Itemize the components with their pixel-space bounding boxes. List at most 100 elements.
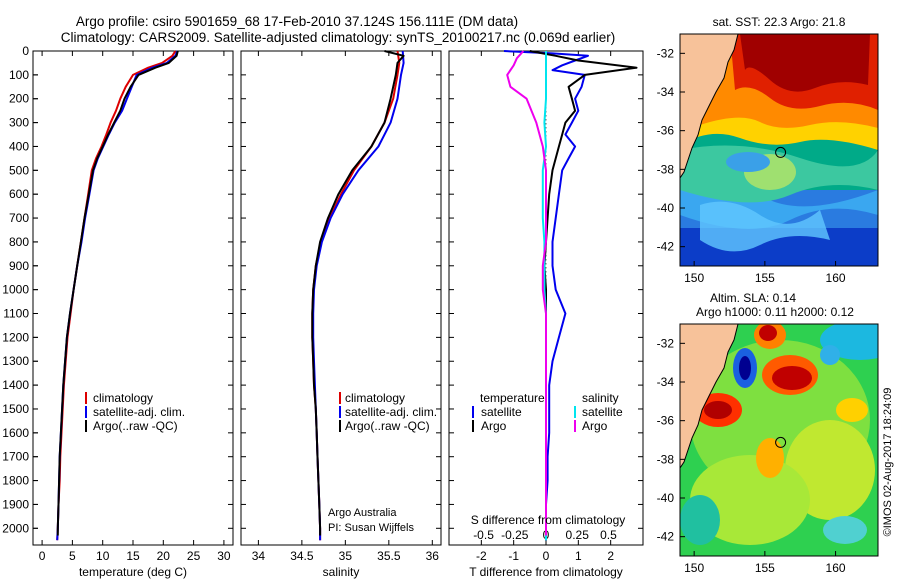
s-tick-label: -0.5 <box>473 528 494 542</box>
x-tick-label: 0 <box>543 549 550 563</box>
series-line-climatology <box>56 50 177 541</box>
depth-axis-ticks: 0 100 200 300 400 500 600 700 800 900 1000 1100 1200… <box>2 44 38 535</box>
legend-argo-label: Argo(..raw -QC) <box>93 419 178 433</box>
x-tick-label: 30 <box>217 549 231 563</box>
depth-tick-label: 1000 <box>2 283 29 297</box>
legend-s-satellite-label: satellite <box>582 405 623 419</box>
salinity-x-ticks: 34 34.5 35 35.5 36 <box>241 50 441 563</box>
map-y-tick-label: -40 <box>657 491 675 505</box>
map-y-tick-label: -38 <box>657 452 675 466</box>
depth-tick-label: 0 <box>22 44 29 58</box>
depth-tick-label: 1600 <box>2 426 29 440</box>
salinity-series <box>311 50 405 541</box>
depth-tick-label: 1200 <box>2 330 29 344</box>
depth-tick-label: 700 <box>9 211 29 225</box>
difference-series <box>503 50 638 541</box>
salinity-panel: 34 34.5 35 35.5 36 salinity climatology sate… <box>240 50 442 579</box>
sst-map-frame <box>679 33 879 267</box>
x-tick-label: 2 <box>607 549 614 563</box>
difference-panel: -2 -1 0 1 2-0.5 -0.25 0 0.25 0.5 T difference fr… <box>448 50 644 579</box>
annotation-pi: PI: Susan Wijffels <box>328 522 414 534</box>
argo-float-marker <box>775 146 787 158</box>
series-line-satellite <box>56 50 179 541</box>
sla-map-subtitle: Argo h1000: 0.11 h2000: 0.12 <box>696 305 854 319</box>
series-line-argo <box>311 50 405 536</box>
salinity-x-label: salinity <box>323 565 360 579</box>
depth-tick-label: 1400 <box>2 378 29 392</box>
legend-t-argo-label: Argo <box>481 419 507 433</box>
map-y-tick-label: -38 <box>657 162 675 176</box>
temperature-x-label: temperature (deg C) <box>79 565 187 579</box>
title-line-2: Climatology: CARS2009. Satellite-adjuste… <box>61 30 616 45</box>
annotation-argo-australia: Argo Australia <box>328 507 397 519</box>
map-y-tick-label: -34 <box>657 85 675 99</box>
map-y-tick-label: -32 <box>657 46 675 60</box>
sst-map-ticks: 150 155 160 -32 -34 -36 -38 -40 -42 <box>657 46 846 285</box>
sla-map-ticks: 150 155 160 -32 -34 -36 -38 -40 -42 <box>657 336 846 575</box>
x-tick-label: 36 <box>426 549 440 563</box>
title-line-1: Argo profile: csiro 5901659_68 17-Feb-20… <box>76 14 518 29</box>
map-y-tick-label: -36 <box>657 124 675 138</box>
depth-tick-label: 1700 <box>2 450 29 464</box>
difference-x-ticks: -2 -1 0 1 2-0.5 -0.25 0 0.25 0.5 <box>449 50 643 563</box>
map-x-tick-label: 155 <box>755 561 775 575</box>
x-tick-label: 10 <box>96 549 110 563</box>
depth-tick-label: 100 <box>9 68 29 82</box>
legend-satellite-label: satellite-adj. clim. <box>345 405 437 419</box>
series-line-argo <box>56 50 179 536</box>
depth-tick-label: 800 <box>9 235 29 249</box>
legend-climatology-label: climatology <box>345 391 405 405</box>
sla-map-frame <box>679 323 879 557</box>
series-line-climatology <box>311 50 401 541</box>
map-y-tick-label: -42 <box>657 530 675 544</box>
map-y-tick-label: -34 <box>657 375 675 389</box>
x-tick-label: -2 <box>476 549 487 563</box>
x-tick-label: 15 <box>126 549 140 563</box>
x-tick-label: 0 <box>39 549 46 563</box>
series-line-satellite <box>312 50 405 541</box>
x-tick-label: 5 <box>69 549 76 563</box>
argo-float-marker <box>775 436 787 448</box>
map-x-tick-label: 160 <box>826 271 846 285</box>
sst-heatmap <box>680 34 878 266</box>
legend-s-argo-label: Argo <box>582 419 608 433</box>
legend-temperature-title: temperature <box>480 391 545 405</box>
sst-map-panel: sat. SST: 22.3 Argo: 21.8 150 155 160 -32 -3… <box>657 15 879 285</box>
x-tick-label: 25 <box>187 549 201 563</box>
depth-tick-label: 200 <box>9 92 29 106</box>
depth-tick-label: 500 <box>9 163 29 177</box>
difference-x-label: T difference from climatology <box>469 565 623 579</box>
depth-tick-label: 900 <box>9 259 29 273</box>
temperature-diff-legend: temperature satellite Argo <box>472 391 545 433</box>
temperature-panel: 0 5 10 15 20 25 30 0 100 200 300 400 500 600 700 800 90… <box>2 44 234 579</box>
depth-tick-label: 1300 <box>2 354 29 368</box>
x-tick-label: -1 <box>508 549 519 563</box>
depth-tick-label: 2000 <box>2 521 29 535</box>
salinity-axes-frame <box>240 50 442 546</box>
legend-argo-label: Argo(..raw -QC) <box>345 419 430 433</box>
series-line-satellite <box>503 50 589 541</box>
map-x-tick-label: 155 <box>755 271 775 285</box>
s-tick-label: 0.5 <box>600 528 617 542</box>
temperature-axes-frame <box>32 50 234 546</box>
x-tick-label: 35.5 <box>377 549 401 563</box>
legend-salinity-title: salinity <box>582 391 619 405</box>
watermark: ©IMOS 02-Aug-2017 18:24:09 <box>882 388 894 537</box>
sla-map-panel: Altim. SLA: 0.14 Argo h1000: 0.11 h2000:… <box>657 291 879 575</box>
temperature-x-ticks: 0 5 10 15 20 25 30 <box>33 50 233 563</box>
x-tick-label: 34 <box>252 549 266 563</box>
salinity-legend: climatology satellite-adj. clim. Argo(..… <box>339 391 437 433</box>
x-tick-label: 1 <box>575 549 582 563</box>
salinity-diff-legend: salinity satellite Argo <box>574 391 623 433</box>
map-x-tick-label: 160 <box>826 561 846 575</box>
map-y-tick-label: -32 <box>657 336 675 350</box>
temperature-series <box>56 50 179 541</box>
depth-tick-label: 600 <box>9 187 29 201</box>
map-y-tick-label: -36 <box>657 414 675 428</box>
depth-tick-label: 1500 <box>2 402 29 416</box>
depth-tick-label: 300 <box>9 116 29 130</box>
depth-tick-label: 1100 <box>3 307 29 321</box>
s-tick-label: 0.25 <box>566 528 590 542</box>
x-tick-label: 34.5 <box>290 549 314 563</box>
